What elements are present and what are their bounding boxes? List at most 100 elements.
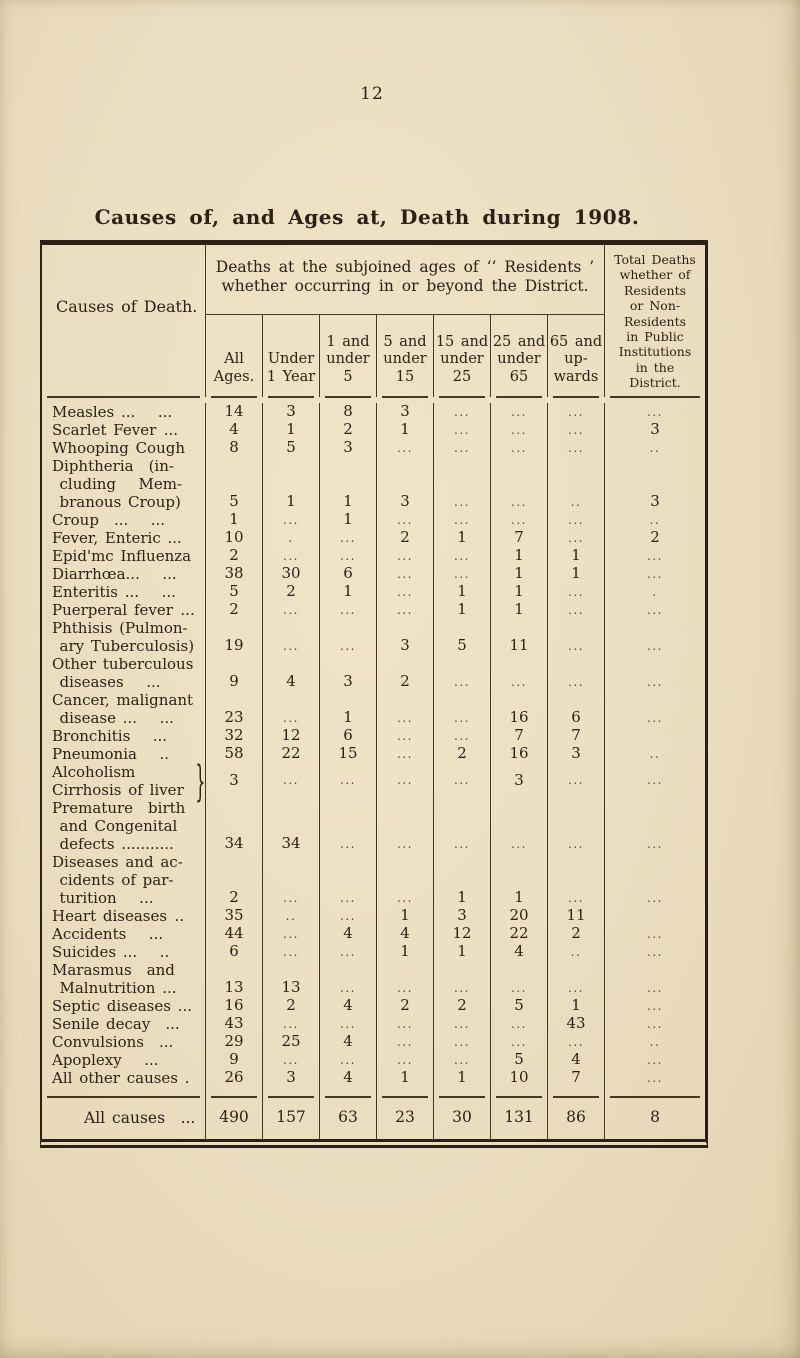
value-cell: 2: [433, 745, 490, 763]
row-label: Other tuberculous diseases ...: [42, 655, 205, 691]
row-label-line: Pneumonia ..: [52, 745, 169, 763]
value-cell: 58: [205, 745, 262, 763]
value-cell: 1: [262, 457, 319, 511]
value-cell: ...: [433, 763, 490, 799]
value-cell: 2: [433, 997, 490, 1015]
row-label-line: Heart diseases ..: [52, 907, 185, 925]
row-label-line: Puerperal fever ...: [52, 601, 195, 619]
value-cell: 1: [376, 421, 433, 439]
value-cell: 5: [205, 583, 262, 601]
value-cell: 5: [205, 457, 262, 511]
value-cell: ...: [604, 601, 705, 619]
row-label-line: Enteritis ... ...: [52, 583, 176, 601]
value-cell: ...: [376, 763, 433, 799]
row-label-line: Measles ... ...: [52, 403, 173, 421]
value-cell: 22: [490, 925, 547, 943]
value-cell: 7: [490, 529, 547, 547]
value-cell: ...: [376, 1051, 433, 1069]
total-value-cell: 131: [490, 1096, 547, 1139]
spacer-cell: [547, 1087, 604, 1097]
page-title: Causes of, and Ages at, Death during 190…: [94, 205, 640, 229]
value-cell: 1: [490, 547, 547, 565]
value-cell: 4: [319, 997, 376, 1015]
row-label-line: and Congenital: [52, 817, 178, 835]
value-cell: ...: [376, 583, 433, 601]
total-value-cell: 23: [376, 1096, 433, 1139]
value-cell: .: [604, 583, 705, 601]
value-cell: 1: [433, 583, 490, 601]
value-cell: ...: [319, 853, 376, 907]
table-row: Croup ... ... 1... 1..............: [42, 511, 705, 529]
value-cell: ...: [490, 799, 547, 853]
value-cell: ...: [319, 799, 376, 853]
value-cell: 16: [205, 997, 262, 1015]
value-cell: 7: [547, 1069, 604, 1087]
value-cell: ...: [376, 799, 433, 853]
value-cell: 4: [376, 925, 433, 943]
value-cell: 6: [547, 691, 604, 727]
value-cell: ...: [319, 1051, 376, 1069]
value-cell: 2: [376, 529, 433, 547]
row-label: Accidents ...: [42, 925, 205, 943]
value-cell: 3: [262, 403, 319, 421]
value-cell: ...: [433, 439, 490, 457]
table-row: Alcoholism Cirrhosis of liver} 3..........…: [42, 756, 705, 806]
value-cell: 1: [376, 943, 433, 961]
value-cell: 1: [490, 565, 547, 583]
age-band-header: 1 and under 5: [319, 315, 376, 398]
value-cell: ...: [433, 421, 490, 439]
value-cell: 11: [490, 619, 547, 655]
value-cell: ..: [604, 511, 705, 529]
value-cell: ...: [433, 1015, 490, 1033]
spacer-cell: [604, 1087, 705, 1097]
age-band-header: Under 1 Year: [262, 315, 319, 398]
value-cell: 1: [376, 907, 433, 925]
row-label-line: defects ...........: [52, 835, 174, 853]
value-cell: ...: [490, 1015, 547, 1033]
row-label-line: turition ...: [52, 889, 154, 907]
value-cell: ...: [547, 583, 604, 601]
value-cell: 1: [319, 583, 376, 601]
total-value-cell: 8: [604, 1096, 705, 1139]
value-cell: ..: [262, 907, 319, 925]
row-label: Premature birth and Congenital defects .…: [42, 799, 205, 853]
value-cell: 1: [319, 457, 376, 511]
row-label-line: Diarrhœa... ...: [52, 565, 177, 583]
value-cell: ...: [319, 547, 376, 565]
causes-of-death-column-header: Causes of Death.: [42, 245, 205, 398]
row-label-line: Other tuberculous: [52, 655, 194, 673]
row-label-line: Senile decay ...: [52, 1015, 180, 1033]
value-cell: ...: [547, 421, 604, 439]
value-cell: [604, 907, 705, 925]
value-cell: ...: [319, 907, 376, 925]
value-cell: 5: [262, 439, 319, 457]
table-row: Whooping Cough 8 5 3..............: [42, 439, 705, 457]
value-cell: 3: [604, 421, 705, 439]
value-cell: ...: [490, 511, 547, 529]
value-cell: ...: [262, 691, 319, 727]
value-cell: 38: [205, 565, 262, 583]
row-label: Epid'mc Influenza: [42, 547, 205, 565]
value-cell: ...: [604, 943, 705, 961]
row-label: Phthisis (Pulmon- ary Tuberculosis): [42, 619, 205, 655]
value-cell: 8: [319, 403, 376, 421]
value-cell: 4: [547, 1051, 604, 1069]
value-cell: 1: [433, 943, 490, 961]
value-cell: 2: [376, 997, 433, 1015]
value-cell: 2: [604, 529, 705, 547]
value-cell: 34: [205, 799, 262, 853]
row-label: Measles ... ...: [42, 403, 205, 421]
value-cell: ...: [262, 547, 319, 565]
value-cell: ...: [604, 1015, 705, 1033]
value-cell: ...: [604, 655, 705, 691]
table-row: Marasmus and Malnutrition ... 13 13.......…: [42, 961, 705, 997]
value-cell: 1: [319, 511, 376, 529]
value-cell: ...: [604, 997, 705, 1015]
value-cell: ...: [376, 1015, 433, 1033]
row-label: Convulsions ...: [42, 1033, 205, 1051]
row-label-line: cluding Mem-: [52, 475, 183, 493]
value-cell: ...: [490, 655, 547, 691]
age-band-header: 65 and up- wards: [547, 315, 604, 398]
table-row: Diphtheria (in- cluding Mem- branous Cro…: [42, 457, 705, 511]
